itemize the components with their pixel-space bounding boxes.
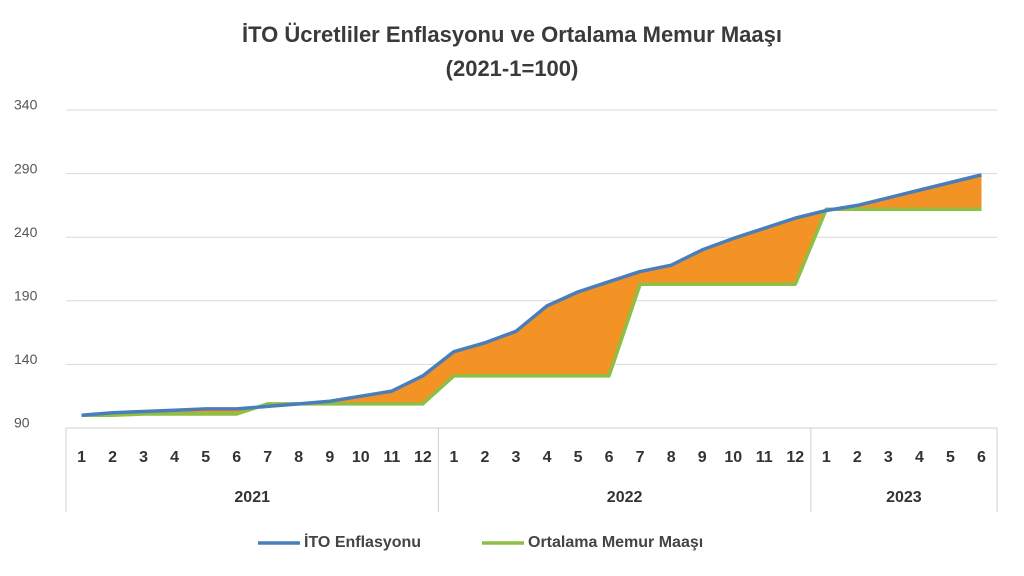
x-tick-label: 7	[636, 449, 645, 466]
x-tick-label: 3	[139, 449, 148, 466]
x-tick-label: 9	[325, 449, 334, 466]
x-tick-label: 7	[263, 449, 272, 466]
x-tick-label: 12	[786, 449, 804, 466]
x-tick-label: 10	[724, 449, 742, 466]
x-tick-label: 6	[605, 449, 614, 466]
group-label: 2021	[234, 489, 270, 506]
y-tick-label: 140	[14, 351, 38, 367]
x-tick-label: 4	[543, 449, 552, 466]
series-line	[81, 173, 982, 418]
x-tick-label: 1	[77, 449, 86, 466]
x-tick-label: 11	[756, 449, 773, 466]
x-tick-label: 12	[414, 449, 432, 466]
y-tick-label: 290	[14, 160, 38, 176]
group-label: 2023	[886, 489, 922, 506]
x-tick-label: 8	[667, 449, 676, 466]
y-tick-label: 340	[14, 97, 38, 113]
group-label: 2022	[607, 489, 643, 506]
x-tick-label: 4	[170, 449, 179, 466]
x-tick-label: 4	[915, 449, 924, 466]
legend-label: İTO Enflasyonu	[304, 533, 421, 551]
x-tick-label: 10	[352, 449, 370, 466]
x-tick-label: 3	[512, 449, 521, 466]
x-tick-label: 5	[946, 449, 955, 466]
legend-label: Ortalama Memur Maaşı	[528, 534, 703, 551]
x-tick-label: 2	[480, 449, 489, 466]
gap-fill	[81, 174, 982, 416]
x-tick-label: 2	[853, 449, 862, 466]
x-tick-label: 9	[698, 449, 707, 466]
x-tick-label: 8	[294, 449, 303, 466]
x-tick-label: 5	[574, 449, 583, 466]
chart-title: İTO Ücretliler Enflasyonu ve Ortalama Me…	[242, 22, 782, 47]
y-tick-label: 190	[14, 288, 38, 304]
x-tick-label: 1	[822, 449, 831, 466]
x-tick-label: 2	[108, 449, 117, 466]
x-tick-label: 11	[383, 449, 400, 466]
x-tick-label: 3	[884, 449, 893, 466]
y-tick-label: 90	[14, 415, 30, 431]
x-tick-label: 5	[201, 449, 210, 466]
x-tick-label: 1	[449, 449, 458, 466]
x-tick-label: 6	[232, 449, 241, 466]
x-tick-label: 6	[977, 449, 986, 466]
y-tick-label: 240	[14, 224, 38, 240]
chart-subtitle: (2021-1=100)	[446, 56, 579, 81]
